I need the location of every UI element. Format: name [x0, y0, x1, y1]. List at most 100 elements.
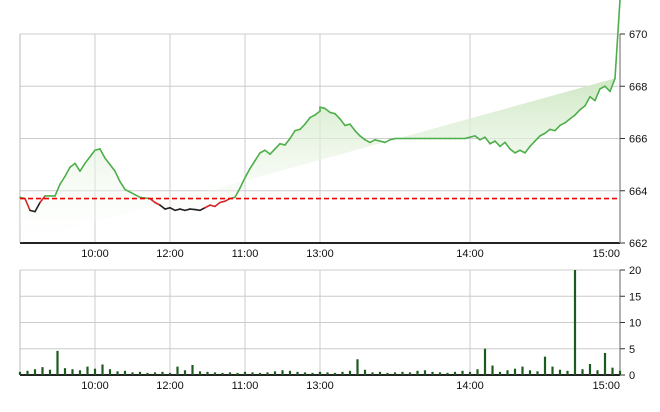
- price-y-axis-label: 670: [629, 29, 647, 41]
- price-y-axis-label: 668: [629, 81, 647, 93]
- price-line-segment: [329, 111, 336, 115]
- price-line-segment: [294, 128, 301, 132]
- price-line-segment: [84, 155, 91, 165]
- volume-bar: [498, 371, 502, 375]
- volume-bar: [258, 372, 262, 375]
- price-line-segment: [274, 142, 281, 150]
- volume-bar: [431, 371, 434, 375]
- volume-bar: [48, 369, 52, 375]
- volume-bar: [71, 369, 74, 375]
- price-line-segment: [614, 0, 621, 80]
- volume-bar: [161, 371, 164, 375]
- volume-bar: [56, 350, 59, 375]
- volume-bar: [603, 352, 607, 375]
- volume-bar: [273, 371, 277, 375]
- price-line-segment: [539, 132, 546, 137]
- price-line-segment: [574, 108, 581, 116]
- volume-bar: [63, 368, 67, 375]
- price-x-axis-label: 11:00: [232, 248, 259, 258]
- volume-bar: [266, 372, 269, 376]
- price-line-segment: [124, 188, 131, 193]
- price-x-axis-label: 15:00: [592, 248, 620, 258]
- volume-bar: [138, 371, 142, 375]
- volume-bar: [423, 370, 427, 375]
- price-x-axis-label: 12:00: [156, 248, 184, 258]
- price-line-segment: [79, 162, 86, 172]
- price-line-segment: [314, 110, 321, 116]
- volume-bar: [401, 371, 404, 375]
- volume-y-axis-label: 5: [629, 344, 635, 356]
- price-line-segment: [519, 149, 526, 154]
- volume-bar: [461, 370, 464, 375]
- price-line-segment: [354, 129, 361, 137]
- price-line-segment: [549, 128, 556, 132]
- price-line-segment: [584, 95, 591, 107]
- price-line-segment: [559, 122, 566, 127]
- volume-x-axis-label: 14:00: [456, 380, 484, 392]
- price-line-segment: [254, 152, 261, 162]
- volume-bar: [408, 372, 412, 376]
- price-line-segment: [309, 114, 316, 119]
- price-line-segment: [114, 170, 121, 183]
- price-line-segment: [464, 136, 471, 140]
- price-line-segment: [344, 123, 351, 127]
- volume-bar: [536, 371, 539, 375]
- price-line-segment: [489, 140, 496, 145]
- price-x-axis-label: 10:00: [81, 248, 109, 258]
- volume-bar: [176, 366, 179, 375]
- price-x-axis-label: 13:00: [306, 248, 334, 258]
- price-line-segment: [259, 149, 266, 154]
- price-line-segment: [99, 148, 106, 159]
- price-line-segment: [389, 137, 396, 141]
- price-line-segment: [234, 187, 241, 199]
- volume-bar: [611, 367, 614, 375]
- price-line-segment: [119, 180, 126, 191]
- price-line-segment: [479, 136, 486, 141]
- volume-bar: [101, 364, 104, 375]
- price-plot-area[interactable]: 662 664 666 668 670 10:00 11:00 12:00 13:00 14:00…: [0, 0, 660, 258]
- volume-bar: [491, 365, 494, 375]
- volume-bar: [221, 372, 224, 375]
- price-line-segment: [589, 95, 596, 102]
- volume-bar: [198, 371, 202, 375]
- volume-x-axis-label: 15:00: [592, 380, 620, 392]
- volume-y-axis-label: 0: [629, 370, 635, 382]
- price-line-segment: [104, 157, 111, 166]
- price-line-segment: [174, 208, 181, 212]
- price-line-segment: [64, 166, 71, 178]
- volume-bar: [521, 366, 524, 375]
- volume-bar: [123, 370, 127, 375]
- price-line-segment: [184, 208, 191, 212]
- price-line-segment: [34, 201, 41, 213]
- volume-bar: [251, 372, 254, 376]
- volume-bar: [206, 371, 209, 375]
- price-line-segment: [169, 206, 176, 212]
- price-line-segment: [494, 140, 501, 148]
- volume-bar: [551, 366, 554, 375]
- volume-bar: [506, 370, 509, 375]
- volume-bar: [453, 371, 457, 375]
- price-line-segment: [359, 135, 366, 141]
- volume-bar: [311, 372, 314, 375]
- price-line-segment: [369, 139, 376, 144]
- price-line-segment: [154, 201, 161, 206]
- price-line-segment: [134, 193, 141, 199]
- volume-bar: [393, 372, 397, 376]
- price-line-segment: [544, 128, 551, 135]
- volume-bar: [191, 365, 194, 375]
- volume-bar: [416, 370, 419, 375]
- price-line-segment: [164, 206, 171, 210]
- volume-bar: [236, 372, 239, 375]
- volume-bar: [371, 372, 374, 376]
- volume-plot-area[interactable]: 0 5 10 15 20 10:00 11:00 12:00 13:00 14:00 15:00: [0, 258, 660, 412]
- volume-bar: [213, 372, 217, 376]
- price-line-segment: [364, 139, 371, 144]
- volume-bar: [573, 270, 577, 375]
- volume-bar: [228, 372, 232, 376]
- volume-bar: [543, 356, 547, 376]
- volume-bar: [18, 371, 22, 375]
- price-line-segment: [319, 106, 326, 110]
- volume-bar: [581, 369, 584, 375]
- price-line-segment: [109, 163, 116, 172]
- price-line-segment: [349, 123, 356, 132]
